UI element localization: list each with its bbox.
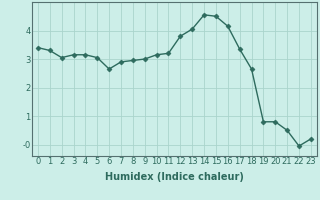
X-axis label: Humidex (Indice chaleur): Humidex (Indice chaleur)	[105, 172, 244, 182]
